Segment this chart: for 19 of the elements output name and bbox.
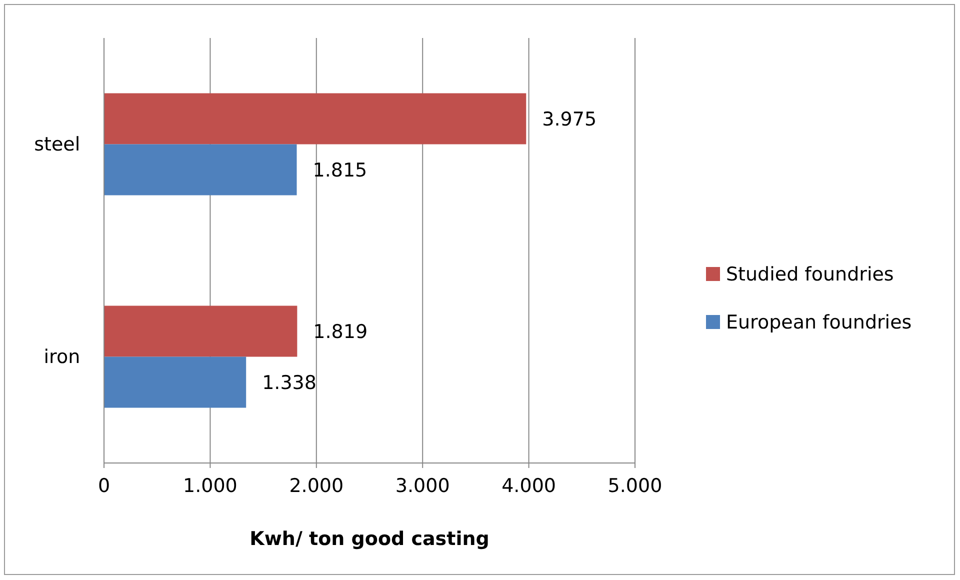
data-label: 3.975: [542, 108, 597, 130]
bar: [104, 356, 246, 408]
y-tick-label: steel: [34, 133, 80, 156]
bar: [104, 93, 526, 144]
data-label: 1.819: [313, 320, 368, 343]
x-tick-label: 5.000: [608, 474, 662, 497]
x-tick-label: 1.000: [182, 474, 238, 497]
data-label: 1.815: [312, 159, 368, 182]
y-tick-label: iron: [44, 346, 80, 368]
data-label: 1.338: [262, 372, 316, 394]
x-tick-label: 4.000: [502, 474, 556, 497]
x-tick-label: 2.000: [289, 474, 344, 497]
bar: [104, 144, 297, 196]
legend-label: Studied foundries: [726, 264, 894, 286]
x-tick-label: 0: [98, 474, 110, 497]
x-axis-title: Kwh/ ton good casting: [250, 528, 490, 550]
legend-label: European foundries: [726, 312, 912, 334]
x-tick-label: 3.000: [395, 474, 450, 497]
bar: [104, 306, 298, 357]
